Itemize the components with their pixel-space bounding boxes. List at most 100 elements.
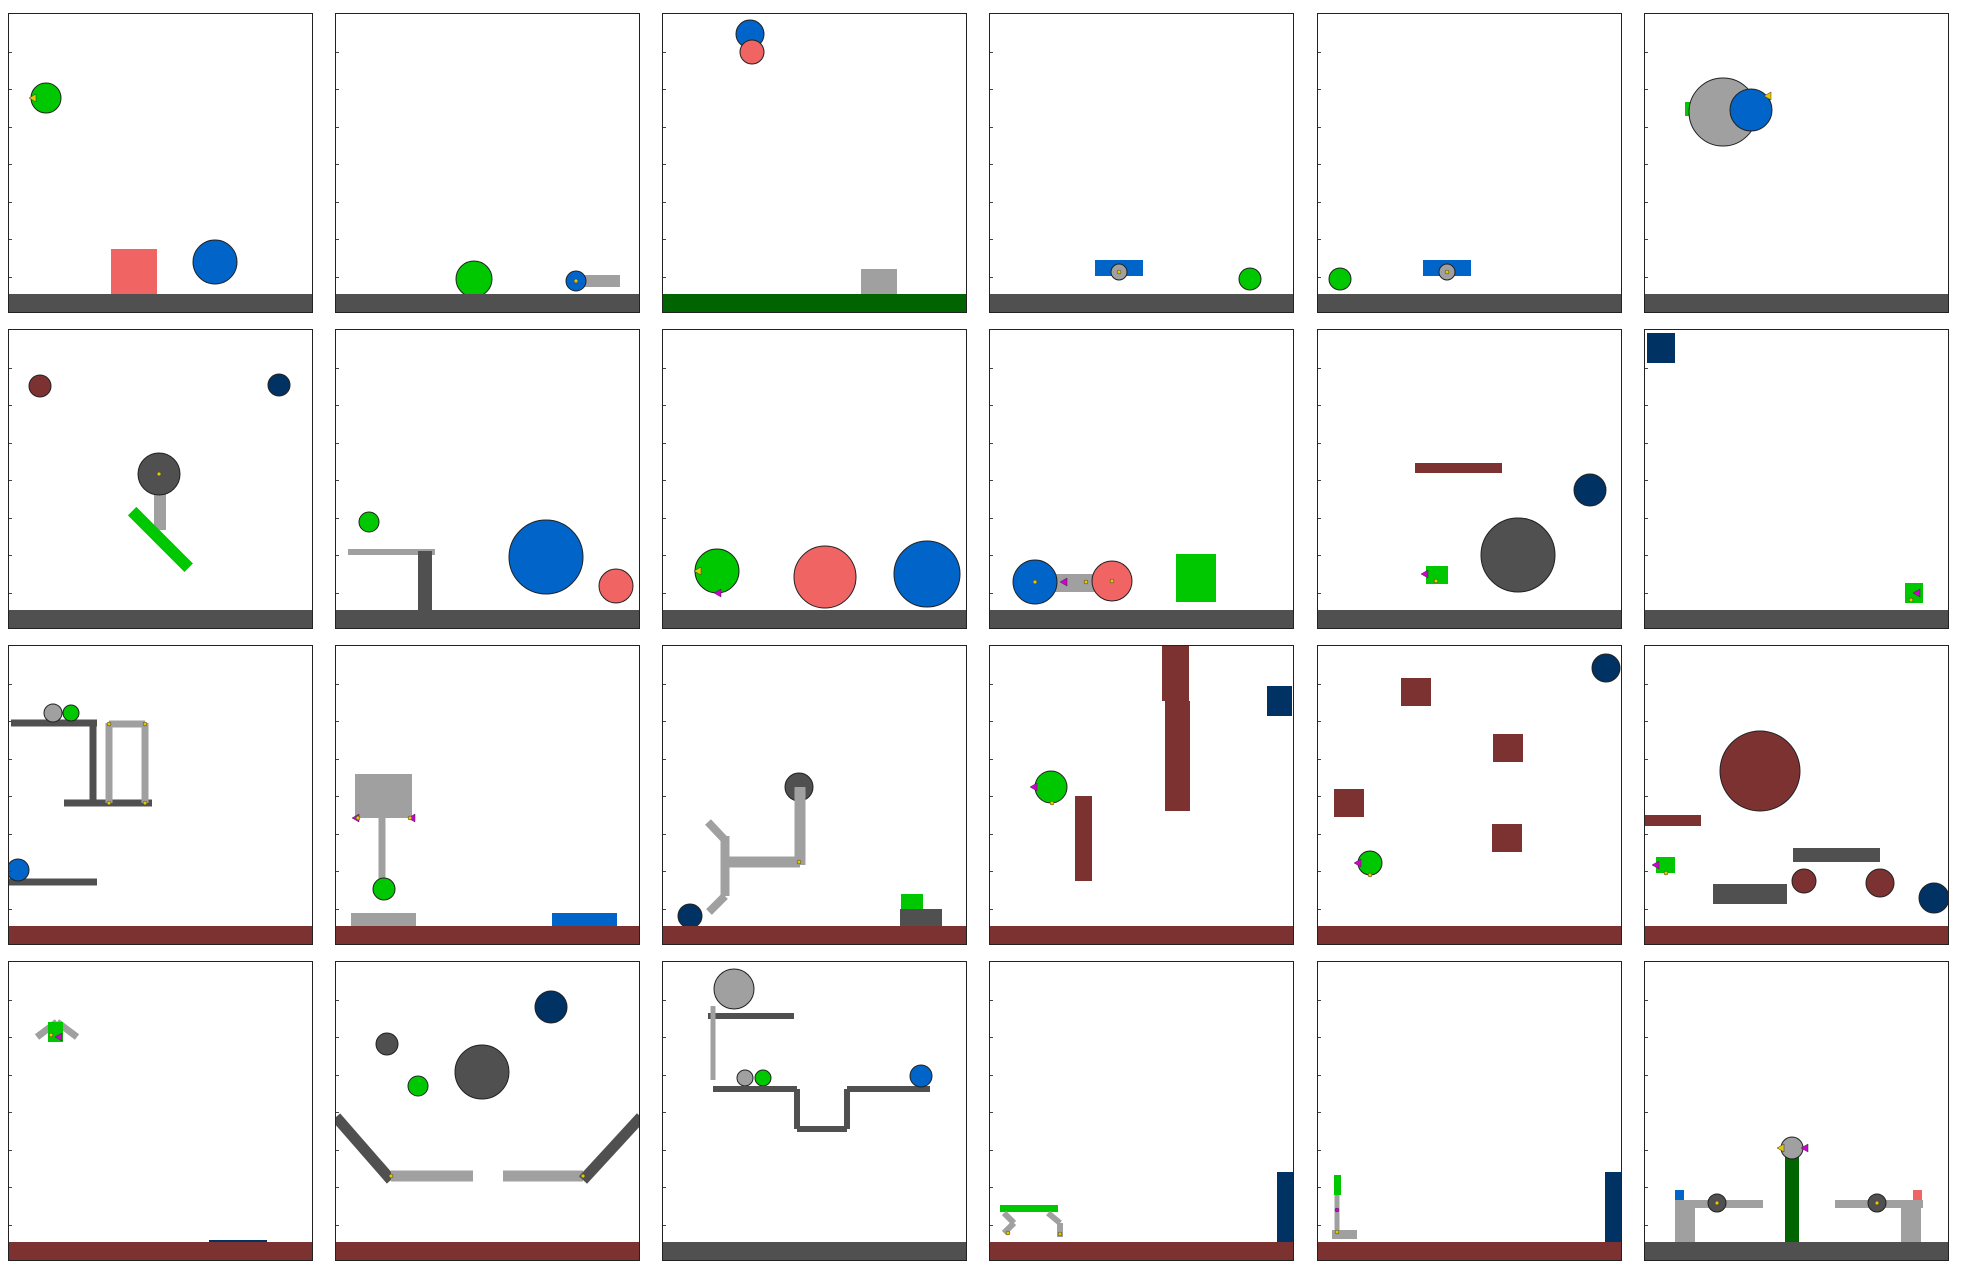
user-ball xyxy=(694,548,740,594)
tick-mark xyxy=(336,89,339,90)
joint-marker xyxy=(1367,872,1373,878)
axis-ticks xyxy=(336,962,339,1260)
scene-canvas xyxy=(336,260,639,312)
tick-mark xyxy=(990,999,993,1001)
tick-mark xyxy=(1318,480,1321,481)
axis-ticks xyxy=(990,646,993,944)
tick-mark xyxy=(663,592,666,594)
tick-mark xyxy=(1645,555,1648,556)
floor xyxy=(9,1242,312,1260)
tick-mark xyxy=(9,758,12,760)
joint-marker xyxy=(713,588,722,598)
scene-canvas xyxy=(663,19,966,312)
scene-canvas xyxy=(663,968,966,1260)
tick-mark xyxy=(336,592,339,594)
floor xyxy=(990,294,1293,312)
tick-mark xyxy=(663,871,666,872)
tick-mark xyxy=(336,276,339,278)
bar xyxy=(336,1113,396,1184)
tick-mark xyxy=(1318,999,1321,1001)
ball xyxy=(1791,868,1817,894)
scene-panel xyxy=(989,329,1294,629)
tick-mark xyxy=(9,683,12,685)
box xyxy=(1656,857,1675,873)
tick-mark xyxy=(336,1037,339,1038)
tick-mark xyxy=(1645,683,1648,685)
tick-mark xyxy=(1645,367,1648,369)
bar xyxy=(1645,815,1701,826)
tick-mark xyxy=(1645,201,1648,203)
ball xyxy=(534,990,568,1024)
box xyxy=(1492,824,1522,852)
tick-mark xyxy=(9,908,12,910)
floor xyxy=(1318,926,1621,944)
tick-mark xyxy=(9,1074,12,1076)
tick-mark xyxy=(663,517,666,519)
tick-mark xyxy=(663,1224,666,1226)
tick-mark xyxy=(1318,1149,1321,1151)
ball xyxy=(1591,653,1621,683)
tick-mark xyxy=(9,164,12,165)
ball xyxy=(1573,473,1607,507)
tick-mark xyxy=(336,1187,339,1188)
tick-mark xyxy=(9,239,12,240)
axis-ticks xyxy=(9,330,12,628)
tick-mark xyxy=(336,758,339,760)
floor xyxy=(9,294,312,312)
tick-mark xyxy=(990,908,993,910)
tick-mark xyxy=(9,721,12,722)
tick-mark xyxy=(990,89,993,90)
joint-marker xyxy=(1912,588,1921,598)
scene-panel xyxy=(335,13,640,313)
joint-marker xyxy=(142,800,148,806)
box xyxy=(1277,1172,1293,1242)
tick-mark xyxy=(1645,164,1648,165)
tick-mark xyxy=(1645,89,1648,90)
ball xyxy=(1865,868,1895,898)
user-ball xyxy=(372,877,396,901)
tick-mark xyxy=(9,796,12,797)
box xyxy=(111,249,157,294)
tick-mark xyxy=(1318,908,1321,910)
tick-mark xyxy=(1645,51,1648,53)
scene-panel xyxy=(662,961,967,1261)
tick-mark xyxy=(9,592,12,594)
tick-mark xyxy=(663,239,666,240)
ball xyxy=(454,1044,510,1100)
box xyxy=(1426,566,1448,584)
scene-canvas xyxy=(9,703,312,944)
axis-ticks xyxy=(1645,646,1648,944)
tick-mark xyxy=(336,405,339,406)
tick-mark xyxy=(663,721,666,722)
tick-mark xyxy=(9,1187,12,1188)
ball xyxy=(598,568,634,604)
tick-mark xyxy=(990,164,993,165)
tick-mark xyxy=(1645,1074,1648,1076)
tick-mark xyxy=(1318,1112,1321,1113)
tick-mark xyxy=(990,51,993,53)
tick-mark xyxy=(1645,833,1648,835)
tick-mark xyxy=(1318,1224,1321,1226)
tick-mark xyxy=(9,367,12,369)
ball xyxy=(893,540,961,608)
axis-ticks xyxy=(1645,330,1648,628)
box xyxy=(1176,554,1216,602)
tick-mark xyxy=(9,201,12,203)
tick-mark xyxy=(9,555,12,556)
ball xyxy=(1918,882,1948,914)
floor xyxy=(1318,1242,1621,1260)
tick-mark xyxy=(9,1224,12,1226)
tick-mark xyxy=(336,796,339,797)
joint-marker xyxy=(1116,269,1122,275)
tick-mark xyxy=(990,683,993,685)
box xyxy=(351,913,416,926)
tick-mark xyxy=(336,480,339,481)
scene-canvas xyxy=(990,260,1293,312)
scene-panel xyxy=(335,329,640,629)
user-ball xyxy=(62,704,80,722)
axis-ticks xyxy=(9,14,12,312)
joint-marker xyxy=(1083,579,1089,585)
bar xyxy=(1165,701,1190,811)
bar xyxy=(1713,884,1787,904)
scene-canvas xyxy=(336,990,639,1260)
